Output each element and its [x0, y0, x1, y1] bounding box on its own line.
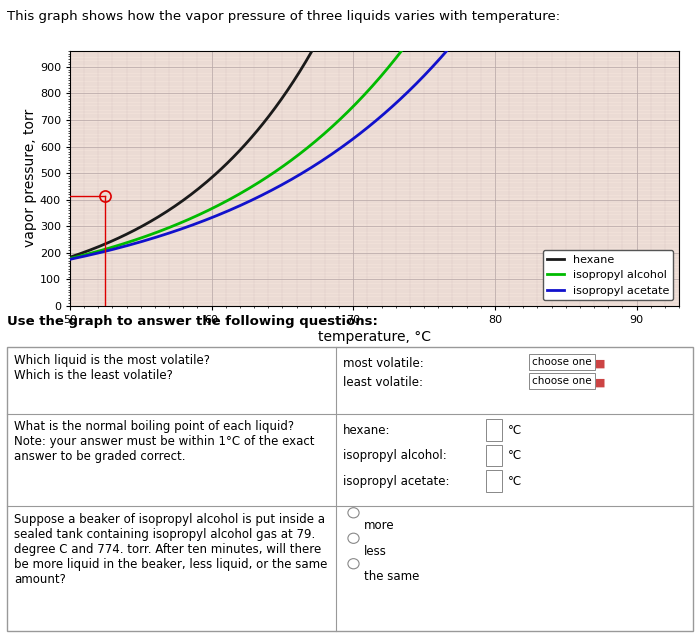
- Text: least volatile:: least volatile:: [343, 376, 423, 389]
- Text: choose one: choose one: [532, 376, 592, 386]
- Text: ■: ■: [595, 359, 606, 369]
- Legend: hexane, isopropyl alcohol, isopropyl acetate: hexane, isopropyl alcohol, isopropyl ace…: [542, 250, 673, 300]
- Text: less: less: [364, 545, 387, 557]
- Text: Which liquid is the most volatile?
Which is the least volatile?: Which liquid is the most volatile? Which…: [14, 354, 210, 382]
- Text: °C: °C: [508, 449, 522, 462]
- Text: ■: ■: [595, 378, 606, 388]
- Y-axis label: vapor pressure, torr: vapor pressure, torr: [23, 109, 37, 248]
- Text: isopropyl acetate:: isopropyl acetate:: [343, 475, 449, 487]
- Text: °C: °C: [508, 475, 522, 487]
- Text: hexane:: hexane:: [343, 424, 391, 436]
- Text: What is the normal boiling point of each liquid?
Note: your answer must be withi: What is the normal boiling point of each…: [14, 420, 314, 464]
- Text: Suppose a beaker of isopropyl alcohol is put inside a
sealed tank containing iso: Suppose a beaker of isopropyl alcohol is…: [14, 513, 328, 586]
- Text: more: more: [364, 519, 395, 532]
- Text: Use the graph to answer the following questions:: Use the graph to answer the following qu…: [7, 315, 378, 328]
- Text: isopropyl alcohol:: isopropyl alcohol:: [343, 449, 447, 462]
- Text: This graph shows how the vapor pressure of three liquids varies with temperature: This graph shows how the vapor pressure …: [7, 10, 560, 22]
- Text: the same: the same: [364, 570, 419, 583]
- Text: °C: °C: [508, 424, 522, 436]
- Text: choose one: choose one: [532, 357, 592, 367]
- X-axis label: temperature, °C: temperature, °C: [318, 331, 431, 345]
- Text: most volatile:: most volatile:: [343, 357, 424, 369]
